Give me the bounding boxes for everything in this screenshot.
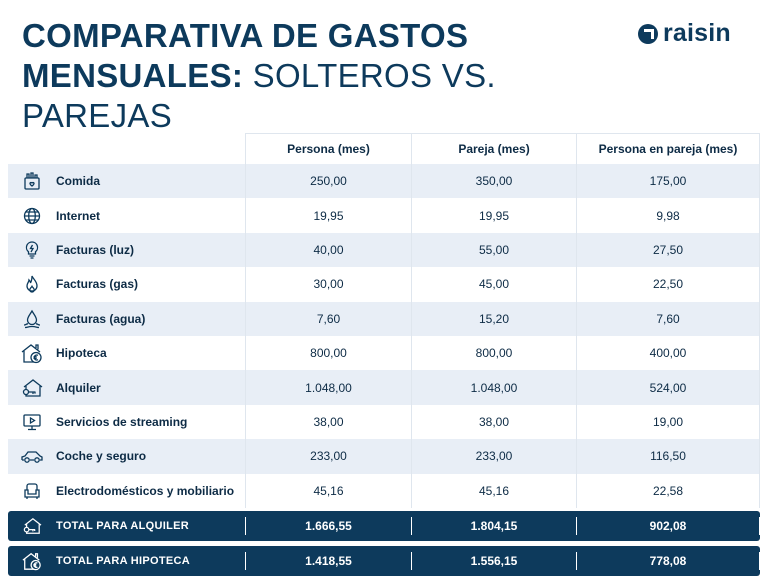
table-row: Alquiler 1.048,00 1.048,00 524,00 — [8, 370, 760, 405]
table-row: Coche y seguro 233,00 233,00 116,50 — [8, 439, 760, 474]
row-label: Alquiler — [56, 380, 101, 395]
expense-table: Persona (mes) Pareja (mes) Persona en pa… — [8, 133, 760, 576]
cell-value: 250,00 — [245, 164, 411, 199]
cell-value: 45,16 — [245, 473, 411, 508]
car-icon — [8, 447, 56, 465]
row-label: Servicios de streaming — [56, 414, 188, 429]
house-euro-icon — [8, 551, 56, 571]
cell-value: 524,00 — [576, 370, 760, 405]
cell-value: 350,00 — [411, 164, 576, 199]
total-value: 1.666,55 — [245, 516, 411, 535]
house-key-icon — [8, 378, 56, 398]
tv-play-icon — [8, 412, 56, 432]
table-row: Facturas (gas) 30,00 45,00 22,50 — [8, 267, 760, 302]
cell-value: 7,60 — [576, 301, 760, 336]
column-header: Persona en pareja (mes) — [576, 133, 760, 164]
cell-value: 27,50 — [576, 232, 760, 268]
cell-value: 22,50 — [576, 267, 760, 302]
total-value: 902,08 — [576, 516, 760, 535]
row-label: Coche y seguro — [56, 449, 147, 464]
cell-value: 800,00 — [245, 335, 411, 371]
total-value: 1.418,55 — [245, 551, 411, 570]
logo-text: raisin — [663, 19, 731, 47]
cell-value: 38,00 — [411, 404, 576, 440]
cell-value: 19,95 — [411, 198, 576, 233]
table-row: Electrodomésticos y mobiliario 45,16 45,… — [8, 473, 760, 508]
page-title: COMPARATIVA DE GASTOS MENSUALES: SOLTERO… — [22, 16, 642, 136]
row-label: Comida — [56, 174, 101, 189]
cell-value: 45,16 — [411, 473, 576, 508]
cell-value: 1.048,00 — [411, 370, 576, 405]
table-row: Internet 19,95 19,95 9,98 — [8, 198, 760, 233]
total-row-mortgage: TOTAL PARA HIPOTECA 1.418,55 1.556,15 77… — [8, 545, 760, 576]
title-line-2-light: SOLTEROS VS. PAREJAS — [22, 57, 496, 134]
column-header: Persona (mes) — [245, 133, 411, 164]
total-label: TOTAL PARA ALQUILER — [56, 519, 190, 532]
cell-value: 40,00 — [245, 232, 411, 268]
table-row: Comida 250,00 350,00 175,00 — [8, 164, 760, 199]
table-row: Servicios de streaming 38,00 38,00 19,00 — [8, 404, 760, 440]
row-label: Facturas (gas) — [56, 277, 139, 292]
cell-value: 175,00 — [576, 164, 760, 199]
table-row: Hipoteca 800,00 800,00 400,00 — [8, 335, 760, 371]
armchair-icon — [8, 481, 56, 501]
raisin-logo-icon — [638, 23, 658, 44]
table-header: Persona (mes) Pareja (mes) Persona en pa… — [8, 133, 760, 164]
cell-value: 7,60 — [245, 301, 411, 336]
house-euro-icon — [8, 342, 56, 364]
row-label: Internet — [56, 208, 101, 223]
row-label: Electrodomésticos y mobiliario — [56, 483, 235, 498]
cell-value: 55,00 — [411, 232, 576, 268]
cell-value: 22,58 — [576, 473, 760, 508]
table-row: Facturas (agua) 7,60 15,20 7,60 — [8, 301, 760, 336]
cell-value: 9,98 — [576, 198, 760, 233]
cell-value: 45,00 — [411, 267, 576, 302]
cell-value: 400,00 — [576, 335, 760, 371]
total-row-rent: TOTAL PARA ALQUILER 1.666,55 1.804,15 90… — [8, 510, 760, 541]
row-label: Facturas (agua) — [56, 311, 146, 326]
cell-value: 233,00 — [245, 439, 411, 474]
house-key-icon — [8, 517, 56, 535]
grocery-icon — [8, 171, 56, 191]
cell-value: 1.048,00 — [245, 370, 411, 405]
title-line-2: MENSUALES: SOLTEROS VS. PAREJAS — [22, 56, 642, 136]
row-label: Facturas (luz) — [56, 242, 135, 257]
cell-value: 233,00 — [411, 439, 576, 474]
globe-icon — [8, 206, 56, 226]
column-header: Pareja (mes) — [411, 133, 576, 164]
total-value: 778,08 — [576, 551, 760, 570]
cell-value: 116,50 — [576, 439, 760, 474]
total-value: 1.804,15 — [411, 516, 576, 535]
title-line-2-bold: MENSUALES: — [22, 57, 244, 94]
total-label: TOTAL PARA HIPOTECA — [56, 554, 191, 567]
row-label: Hipoteca — [56, 346, 107, 361]
brand-logo: raisin — [638, 19, 731, 48]
cell-value: 38,00 — [245, 404, 411, 440]
total-value: 1.556,15 — [411, 551, 576, 570]
table-row: Facturas (luz) 40,00 55,00 27,50 — [8, 232, 760, 268]
cell-value: 19,95 — [245, 198, 411, 233]
cell-value: 19,00 — [576, 404, 760, 440]
water-drop-icon — [8, 309, 56, 329]
cell-value: 30,00 — [245, 267, 411, 302]
lightbulb-icon — [8, 240, 56, 260]
title-line-1: COMPARATIVA DE GASTOS — [22, 17, 469, 54]
cell-value: 800,00 — [411, 335, 576, 371]
cell-value: 15,20 — [411, 301, 576, 336]
flame-icon — [8, 274, 56, 294]
